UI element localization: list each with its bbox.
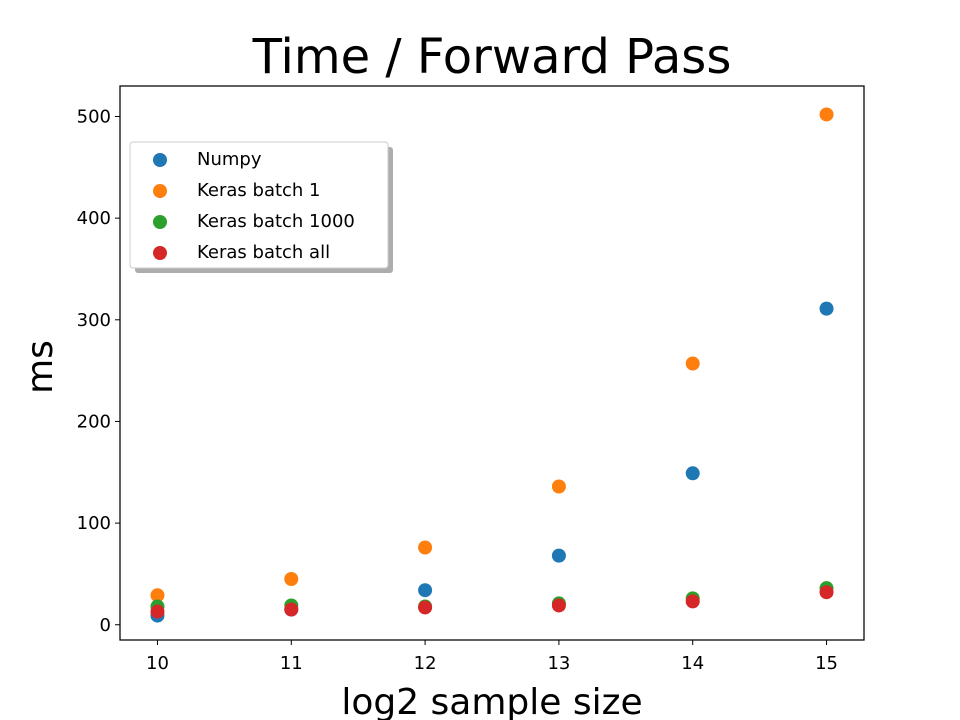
y-tick-label: 100: [77, 513, 111, 534]
y-tick-label: 200: [77, 411, 111, 432]
legend-marker: [153, 153, 167, 167]
x-tick-label: 15: [815, 653, 838, 674]
legend-label: Keras batch 1000: [197, 211, 355, 232]
data-point-numpy: [551, 548, 566, 563]
legend-label: Keras batch 1: [197, 180, 321, 201]
x-tick-label: 14: [681, 653, 704, 674]
data-point-keras-batch-all: [685, 594, 700, 609]
legend-marker: [153, 184, 167, 198]
legend-label: Numpy: [197, 149, 262, 170]
data-point-numpy: [819, 301, 834, 316]
data-point-keras-batch-all: [418, 600, 433, 615]
y-tick-label: 300: [77, 310, 111, 331]
data-point-keras-batch-all: [551, 598, 566, 613]
chart-title: Time / Forward Pass: [252, 29, 732, 85]
legend-marker: [153, 246, 167, 260]
y-tick-label: 500: [77, 106, 111, 127]
data-points: [150, 107, 834, 623]
legend-marker: [153, 215, 167, 229]
data-point-keras-batch-all: [284, 602, 299, 617]
y-tick-label: 0: [100, 615, 111, 636]
x-tick-label: 10: [146, 653, 169, 674]
data-point-keras-batch-1: [819, 107, 834, 122]
data-point-keras-batch-1: [418, 540, 433, 555]
y-tick-label: 400: [77, 208, 111, 229]
x-tick-label: 12: [414, 653, 437, 674]
legend-box: [129, 141, 389, 269]
legend: Numpy Keras batch 1 Keras batch 1000 Keras …: [129, 141, 393, 273]
data-point-keras-batch-1: [685, 356, 700, 371]
data-point-keras-batch-all: [150, 604, 165, 619]
x-tick-label: 11: [280, 653, 303, 674]
data-point-keras-batch-1: [284, 572, 299, 587]
x-tick-label: 13: [547, 653, 570, 674]
y-axis: 0 100 200 300 400 500: [77, 106, 120, 636]
data-point-keras-batch-all: [819, 585, 834, 600]
legend-label: Keras batch all: [197, 242, 330, 263]
data-point-numpy: [685, 466, 700, 481]
x-axis: 10 11 12 13 14 15: [146, 640, 838, 674]
data-point-keras-batch-1: [150, 588, 165, 603]
data-point-numpy: [418, 583, 433, 598]
data-point-keras-batch-1: [551, 479, 566, 494]
x-axis-title: log2 sample size: [341, 682, 642, 720]
y-axis-title: ms: [20, 340, 61, 394]
